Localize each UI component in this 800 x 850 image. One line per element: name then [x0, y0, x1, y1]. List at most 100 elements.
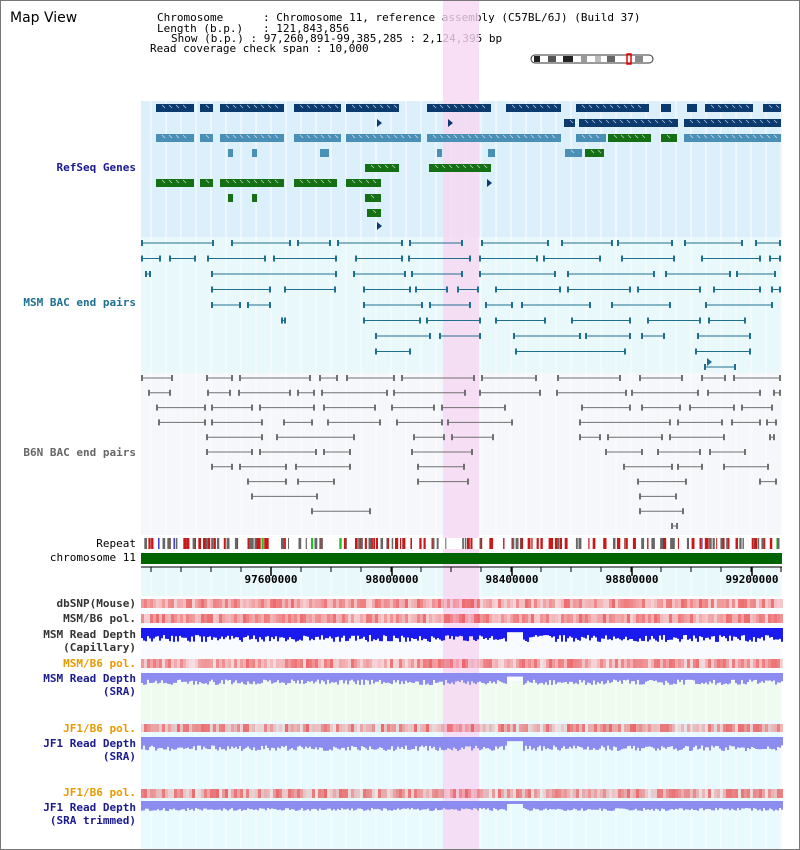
bac-end-pair [355, 255, 403, 262]
bac-end-pair [251, 493, 318, 500]
track-label-msm-b6-pol-2[interactable]: MSM/B6 pol. [63, 657, 136, 670]
track-label-jf1-depth-trimmed[interactable]: JF1 Read Depth [43, 801, 136, 814]
bac-end-pair [417, 478, 469, 485]
bac-end-pair [647, 317, 701, 324]
bac-end-pair [297, 478, 335, 485]
bac-end-pair [273, 255, 337, 262]
bac-end-pair [665, 271, 731, 277]
track-label-jf1-depth-sra[interactable]: JF1 Read Depth [43, 737, 136, 750]
bac-end-pair [637, 286, 701, 293]
gene-feature [200, 179, 213, 187]
track-label-refseq[interactable]: RefSeq Genes [56, 161, 136, 174]
bac-end-pair [543, 255, 601, 262]
gene-feature [294, 179, 337, 187]
bac-end-pair [158, 419, 206, 426]
bac-end-pair [723, 463, 769, 470]
bac-end-pair [641, 333, 665, 339]
bac-end-pair [145, 271, 151, 277]
track-label-dbsnp[interactable]: dbSNP(Mouse) [56, 597, 136, 610]
gene-feature [346, 104, 399, 112]
bac-end-pair [769, 255, 781, 262]
track-label-msm-bac[interactable]: MSM BAC end pairs [23, 296, 136, 309]
track-label-jf1-pol-2[interactable]: JF1/B6 pol. [63, 786, 136, 799]
gene-feature [661, 104, 671, 112]
bac-end-pair [766, 419, 777, 426]
bac-end-pair [327, 419, 381, 426]
bac-end-pair [607, 434, 663, 441]
bac-end-pair [617, 240, 673, 246]
bac-end-pair [441, 404, 506, 411]
track-label-jf1-pol-1[interactable]: JF1/B6 pol. [63, 722, 136, 735]
gene-feature [585, 149, 604, 157]
bac-end-pair [259, 404, 315, 411]
gene-feature [684, 119, 781, 127]
bac-end-pair [705, 302, 773, 308]
bac-end-pair [581, 404, 631, 411]
bac-end-pair [417, 463, 465, 470]
gene-feature [252, 149, 257, 157]
bac-end-pair [669, 434, 725, 441]
bac-end-pair [211, 419, 263, 426]
gene-feature [488, 149, 495, 157]
bac-end-pair [391, 404, 435, 411]
bac-end-pair [451, 434, 494, 441]
bac-end-pair [736, 271, 776, 277]
bac-end-pair [677, 419, 723, 426]
track-label-chromosome[interactable]: chromosome 11 [49, 551, 136, 564]
bac-end-pair [556, 389, 627, 396]
bac-end-pair [409, 240, 463, 246]
gene-feature [200, 134, 213, 142]
bac-end-pair [741, 404, 773, 411]
bac-end-pair [211, 302, 241, 308]
bac-end-pair [408, 255, 471, 262]
track-label-repeat[interactable]: Repeat [96, 537, 136, 550]
bac-end-pair [148, 389, 171, 396]
gene-feature [346, 179, 381, 187]
gene-feature [367, 209, 381, 217]
bac-end-pair [141, 375, 173, 381]
bac-end-pair [426, 317, 481, 324]
track-label-msm-depth-capillary[interactable]: MSM Read Depth [43, 628, 136, 641]
bac-end-pair [704, 364, 736, 370]
bac-end-pair [206, 449, 253, 455]
bac-end-pair [773, 389, 781, 396]
bac-end-pair [557, 375, 621, 381]
bac-end-pair [771, 286, 781, 293]
bac-end-pair [211, 463, 233, 470]
bac-end-pair [657, 449, 701, 455]
gene-feature [365, 164, 399, 172]
bac-end-pair [567, 271, 655, 277]
gene-feature [365, 194, 381, 202]
track-label-jf1-depth-sra-sub: (SRA) [102, 750, 136, 763]
track-label-msm-b6-pol-1[interactable]: MSM/B6 pol. [63, 612, 136, 625]
bac-end-pair [521, 302, 591, 308]
track-label-b6n-bac[interactable]: B6N BAC end pairs [23, 446, 136, 459]
gene-feature [684, 134, 781, 142]
chromosome-bar [141, 553, 782, 564]
bac-end-pair [495, 317, 546, 324]
bac-end-pair [701, 255, 761, 262]
track-label-msm-depth-sra[interactable]: MSM Read Depth [43, 672, 136, 685]
bac-end-pair [247, 478, 287, 485]
bac-end-pair [637, 478, 687, 485]
bac-end-pair [323, 404, 376, 411]
bac-end-pair [297, 389, 315, 396]
bac-end-pair [231, 240, 291, 246]
gene-feature [228, 194, 233, 202]
gene-feature [608, 134, 651, 142]
bac-end-pair [479, 271, 556, 277]
page-title: Map View [10, 10, 78, 26]
ideogram[interactable] [530, 53, 654, 65]
bac-end-pair [363, 302, 423, 308]
info-coverage: Read coverage check span : 10,000 [150, 42, 369, 55]
bac-end-pair [393, 389, 466, 396]
axis-tick-label: 98800000 [605, 573, 659, 586]
bac-end-pair [141, 240, 214, 246]
bac-end-pair [375, 333, 431, 339]
bac-end-pair [611, 302, 671, 308]
gene-feature [437, 149, 442, 157]
bac-end-pair [206, 434, 263, 441]
axis-tick-label: 97600000 [244, 573, 298, 586]
bac-end-pair [413, 434, 445, 441]
bac-end-pair [713, 286, 761, 293]
